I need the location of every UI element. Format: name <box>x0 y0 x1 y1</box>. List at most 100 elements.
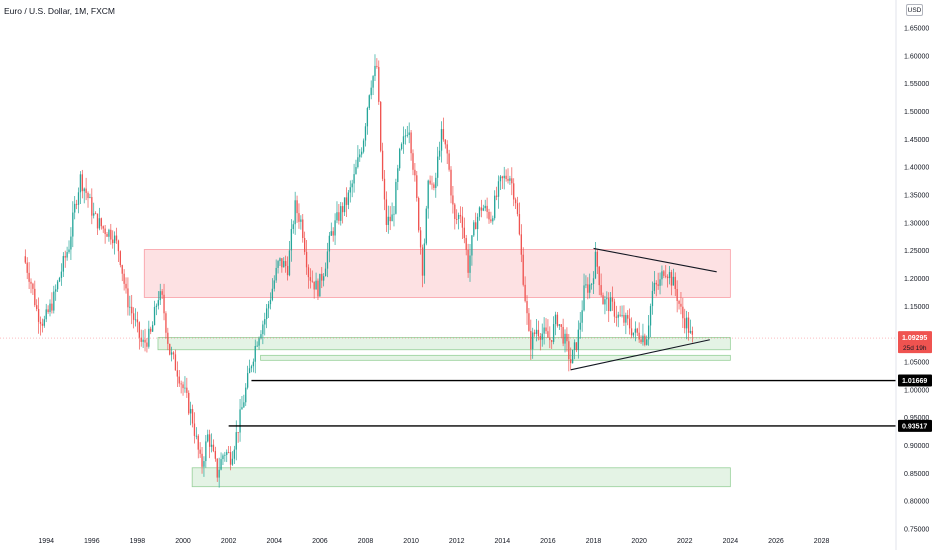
candle-body <box>562 326 564 344</box>
candle-body <box>651 290 654 307</box>
candle-body <box>566 333 568 342</box>
candle-body <box>142 339 144 342</box>
candle-body <box>604 299 606 305</box>
time-tick-label: 1998 <box>130 538 146 545</box>
candle-body <box>62 256 64 272</box>
candle-body <box>212 444 215 452</box>
time-tick-label: 2000 <box>175 538 191 545</box>
candle-body <box>433 184 435 188</box>
candle-body <box>395 181 397 214</box>
candle-body <box>246 373 249 388</box>
candle-body <box>85 188 87 193</box>
candle-body <box>49 303 51 313</box>
candle-body <box>634 328 637 333</box>
candle-body <box>323 276 325 281</box>
candle-body <box>302 219 304 239</box>
candle-body <box>184 387 186 389</box>
candle-body <box>87 192 89 198</box>
candle-body <box>34 288 36 306</box>
candle-body <box>45 309 47 320</box>
candle-body <box>129 306 131 308</box>
candle-body <box>157 300 159 306</box>
candle-body <box>556 314 559 326</box>
candle-body <box>24 256 26 263</box>
candle-body <box>495 195 498 197</box>
candle-body <box>330 231 332 236</box>
price-tick-label: 1.45000 <box>904 137 929 144</box>
candle-body <box>102 226 104 229</box>
candle-body <box>537 329 540 337</box>
candle-body <box>125 283 127 289</box>
candle-body <box>446 144 448 154</box>
candle-body <box>134 319 137 321</box>
price-tick-label: 1.60000 <box>904 53 929 60</box>
candle-body <box>418 198 420 231</box>
candle-body <box>262 324 264 335</box>
level-price-label-0: 1.01669 <box>902 378 927 385</box>
time-tick-label: 1994 <box>38 538 54 545</box>
candle-body <box>138 322 140 338</box>
candle-body <box>602 295 604 305</box>
candle-body <box>258 338 260 346</box>
candle-body <box>117 240 120 252</box>
candle-body <box>606 298 608 300</box>
currency-button[interactable]: USD <box>906 4 923 16</box>
candle-body <box>383 178 386 200</box>
candle-body <box>226 452 228 455</box>
candle-body <box>452 195 454 205</box>
candle-body <box>169 343 171 355</box>
time-tick-label: 2004 <box>266 538 282 545</box>
support-zone-3 <box>191 467 731 488</box>
candle-body <box>437 156 439 178</box>
candle-body <box>32 283 34 289</box>
trendline-0 <box>593 247 717 273</box>
candle-body <box>153 307 156 326</box>
candle-body <box>575 342 578 351</box>
current-price-label-bg <box>898 331 932 354</box>
candle-body <box>227 452 230 453</box>
candle-body <box>37 309 40 322</box>
zones-layer <box>143 249 731 488</box>
candle-body <box>256 345 258 347</box>
candle-body <box>218 469 220 478</box>
candle-body <box>127 288 129 308</box>
time-axis[interactable]: 1994 1996 1998 2000 2002 2004 2006 2008 2010 2012… <box>38 538 829 545</box>
candle-body <box>490 219 492 222</box>
candle-body <box>385 199 388 225</box>
price-tick-label: 1.05000 <box>904 360 929 367</box>
candle-body <box>235 432 237 450</box>
candle-body <box>296 200 298 214</box>
candle-body <box>317 280 319 297</box>
candle-body <box>514 199 517 204</box>
candle-body <box>231 458 234 465</box>
candle-body <box>110 229 112 240</box>
candle-body <box>245 387 247 403</box>
candle-body <box>682 306 684 319</box>
candle-body <box>305 251 308 268</box>
candle-body <box>112 239 114 244</box>
candle-body <box>355 167 357 175</box>
time-tick-label: 2020 <box>631 538 647 545</box>
candle-body <box>680 303 682 307</box>
candle-body <box>178 376 180 384</box>
time-tick-label: 2016 <box>540 538 556 545</box>
candle-body <box>573 342 576 350</box>
candle-body <box>94 213 97 215</box>
candle-body <box>292 224 294 229</box>
candle-body <box>592 278 595 285</box>
time-tick-label: 2028 <box>814 538 830 545</box>
candle-body <box>343 197 346 213</box>
candle-body <box>649 306 652 326</box>
candle-body <box>596 251 598 267</box>
candle-body <box>524 284 526 302</box>
candle-body <box>174 354 177 371</box>
candle-body <box>543 327 545 334</box>
candle-body <box>347 192 350 205</box>
candle-body <box>381 150 384 179</box>
candle-body <box>621 314 623 316</box>
price-tick-label: 0.90000 <box>904 443 929 450</box>
candle-body <box>545 327 547 332</box>
price-axis[interactable]: 1.65000 1.60000 1.55000 1.50000 1.45000 1.400… <box>904 26 929 534</box>
candle-body <box>210 444 213 447</box>
